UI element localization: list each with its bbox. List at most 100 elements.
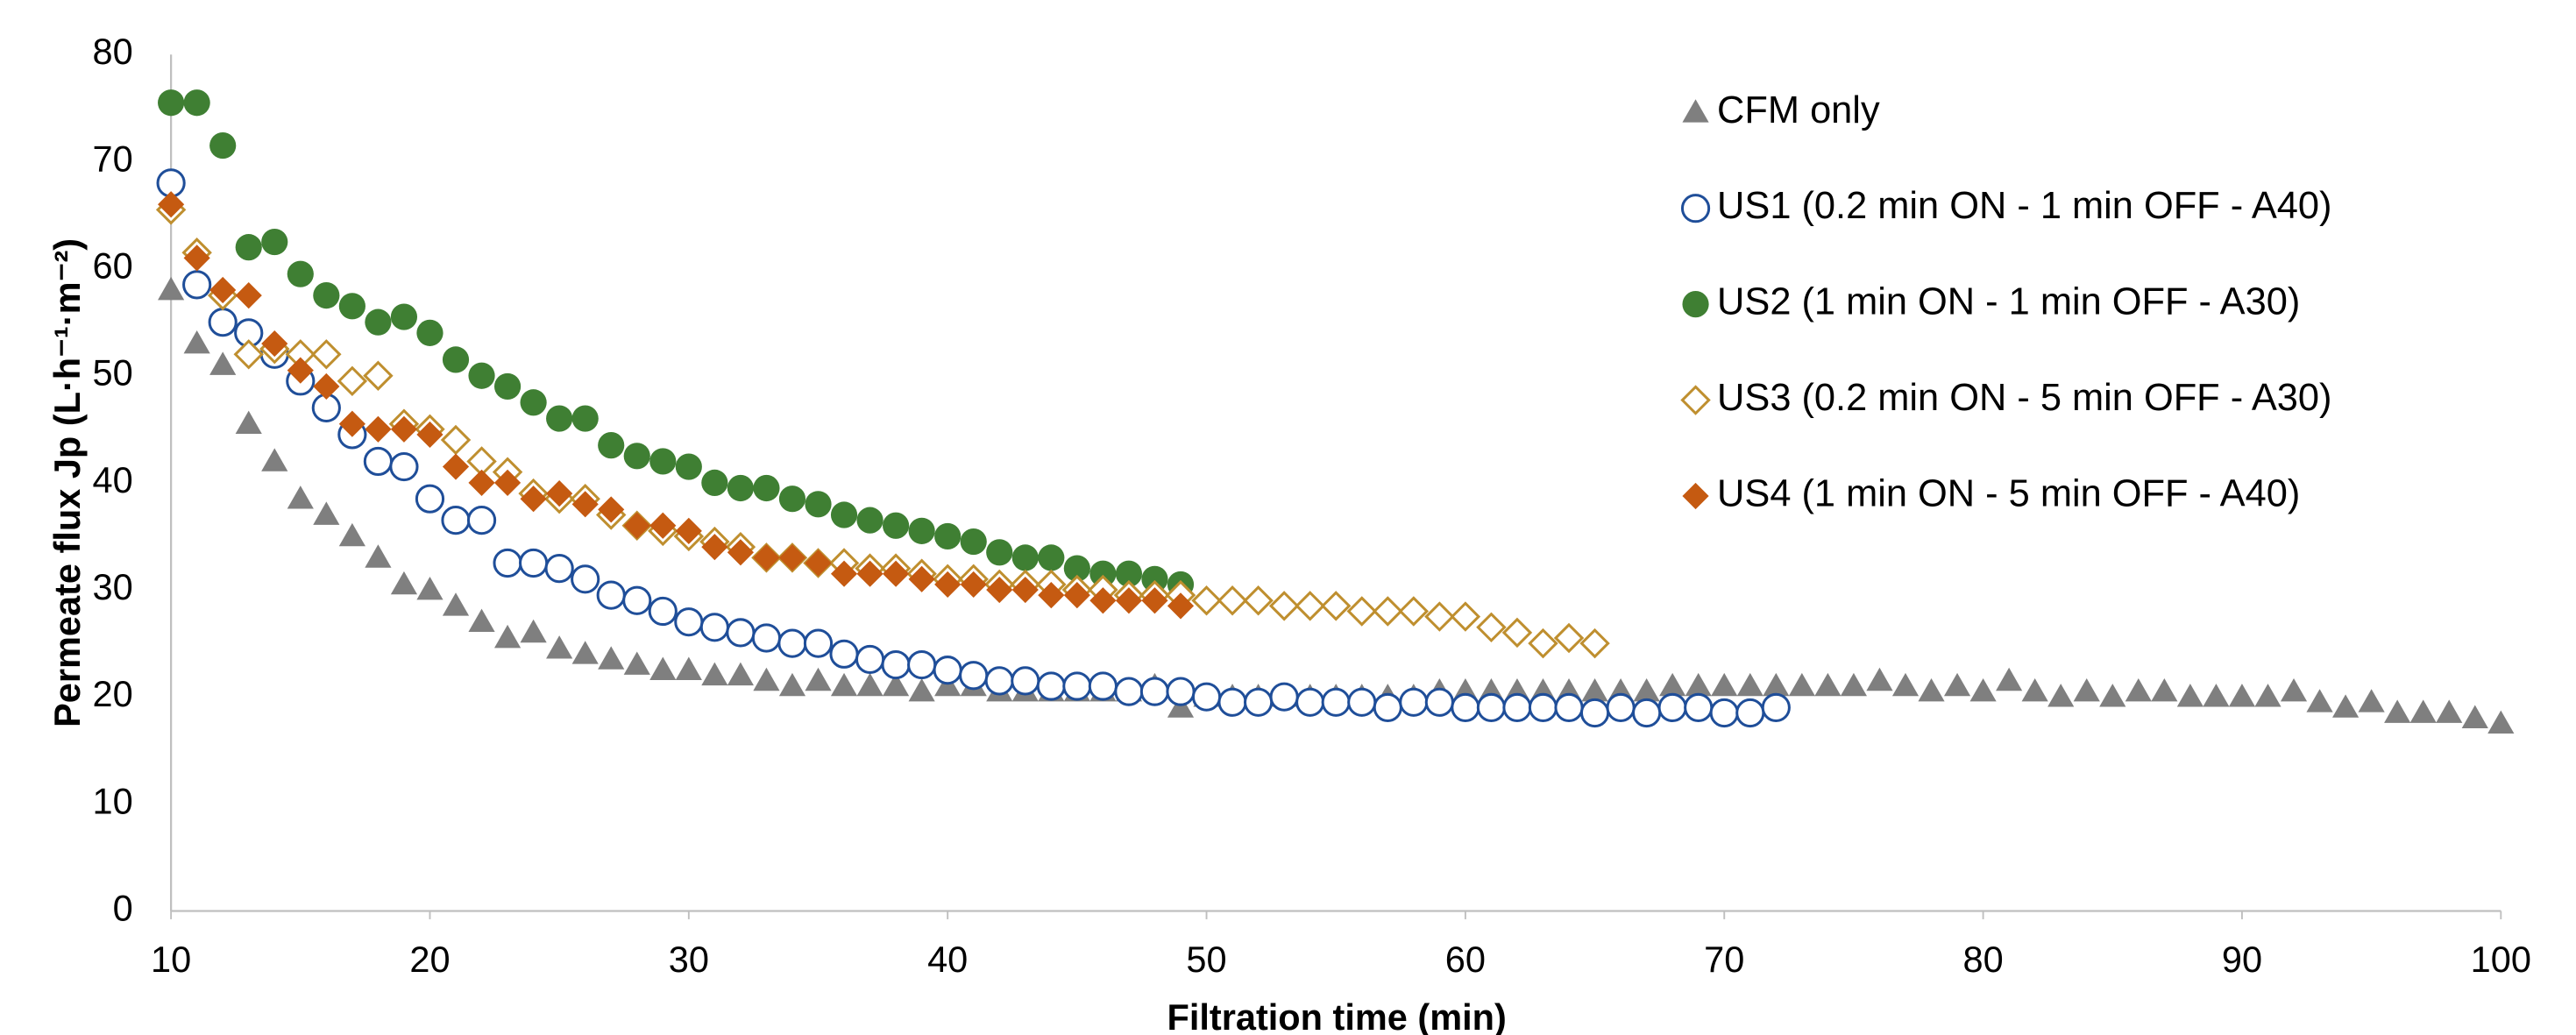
data-point bbox=[1373, 692, 1402, 723]
data-point bbox=[1424, 687, 1454, 717]
data-point bbox=[235, 410, 262, 435]
data-point bbox=[1581, 677, 1608, 702]
data-point bbox=[468, 469, 495, 496]
data-point bbox=[753, 474, 780, 502]
x-tick-label: 30 bbox=[669, 939, 709, 980]
x-tick-label: 100 bbox=[2471, 939, 2531, 980]
data-point bbox=[1011, 666, 1040, 696]
data-point bbox=[1320, 591, 1352, 621]
data-point bbox=[1632, 698, 1662, 728]
data-point bbox=[1684, 692, 1714, 723]
data-point bbox=[1579, 627, 1610, 659]
data-point bbox=[2254, 684, 2281, 707]
legend-marker bbox=[1682, 99, 1709, 123]
data-point bbox=[598, 432, 625, 459]
data-point bbox=[235, 234, 262, 261]
data-point bbox=[1814, 672, 1842, 697]
data-point bbox=[1114, 677, 1144, 706]
data-point bbox=[1217, 687, 1247, 717]
data-point bbox=[1167, 592, 1195, 620]
data-point bbox=[805, 491, 832, 518]
data-point bbox=[1528, 692, 1558, 723]
data-point bbox=[805, 549, 832, 577]
data-point bbox=[235, 282, 262, 309]
data-point bbox=[830, 501, 858, 528]
data-point bbox=[1139, 677, 1170, 706]
data-point bbox=[1579, 698, 1610, 728]
data-point bbox=[493, 372, 522, 401]
data-point bbox=[934, 522, 962, 550]
data-point bbox=[675, 453, 702, 480]
data-point bbox=[416, 576, 444, 600]
data-point bbox=[1399, 687, 1429, 717]
data-point bbox=[649, 512, 677, 539]
data-point bbox=[777, 628, 807, 658]
data-point bbox=[544, 554, 574, 584]
data-point bbox=[1347, 687, 1377, 717]
data-point bbox=[546, 480, 573, 507]
data-point bbox=[1063, 582, 1090, 609]
data-point bbox=[1918, 677, 1945, 702]
data-point bbox=[830, 672, 858, 697]
data-point bbox=[778, 672, 806, 697]
data-point bbox=[416, 421, 444, 449]
data-point bbox=[261, 228, 288, 256]
data-point bbox=[440, 424, 472, 456]
data-point bbox=[856, 560, 884, 587]
data-point bbox=[546, 635, 573, 659]
data-point bbox=[598, 646, 625, 670]
data-point bbox=[1476, 612, 1507, 643]
data-point bbox=[649, 656, 677, 680]
data-point bbox=[1373, 596, 1403, 627]
data-point bbox=[365, 308, 392, 336]
data-point bbox=[1166, 677, 1196, 706]
data-point bbox=[287, 260, 314, 287]
data-point bbox=[649, 448, 677, 475]
data-point bbox=[2358, 689, 2385, 712]
data-point bbox=[1554, 692, 1584, 723]
data-point bbox=[1709, 698, 1739, 728]
y-tick-label: 0 bbox=[113, 887, 133, 928]
data-point bbox=[883, 512, 910, 539]
data-point bbox=[908, 517, 935, 544]
data-point bbox=[1062, 671, 1092, 701]
data-point bbox=[2073, 677, 2100, 702]
x-tick-label: 70 bbox=[1704, 939, 1744, 980]
data-point bbox=[546, 405, 573, 432]
data-point bbox=[959, 661, 989, 691]
data-point bbox=[699, 613, 729, 642]
data-point bbox=[2099, 684, 2126, 707]
data-point bbox=[727, 539, 754, 566]
data-point bbox=[2203, 684, 2230, 707]
data-point bbox=[933, 656, 962, 685]
data-point bbox=[1553, 622, 1585, 654]
data-point bbox=[520, 389, 547, 416]
data-point bbox=[1840, 672, 1868, 697]
legend-marker bbox=[1680, 385, 1711, 415]
data-point bbox=[1657, 692, 1687, 723]
legend-marker bbox=[1682, 482, 1709, 510]
data-point bbox=[365, 415, 392, 443]
data-point bbox=[1141, 565, 1168, 592]
data-point bbox=[2436, 699, 2463, 723]
data-point bbox=[2125, 677, 2152, 702]
data-point bbox=[1244, 687, 1274, 717]
x-tick-label: 50 bbox=[1186, 939, 1226, 980]
data-point bbox=[1321, 687, 1351, 717]
data-point bbox=[855, 644, 885, 675]
data-point bbox=[1502, 692, 1532, 723]
data-point bbox=[209, 351, 237, 375]
y-tick-label: 80 bbox=[93, 31, 133, 72]
data-point bbox=[1141, 587, 1168, 614]
data-point bbox=[183, 245, 210, 272]
legend-label: CFM only bbox=[1717, 89, 1880, 131]
data-point bbox=[674, 607, 704, 637]
data-point bbox=[1268, 591, 1300, 621]
data-point bbox=[209, 131, 237, 160]
data-point bbox=[2047, 684, 2075, 707]
data-point bbox=[1038, 544, 1065, 571]
data-point bbox=[675, 517, 702, 544]
x-tick-label: 60 bbox=[1445, 939, 1486, 980]
y-tick-label: 50 bbox=[93, 352, 133, 393]
